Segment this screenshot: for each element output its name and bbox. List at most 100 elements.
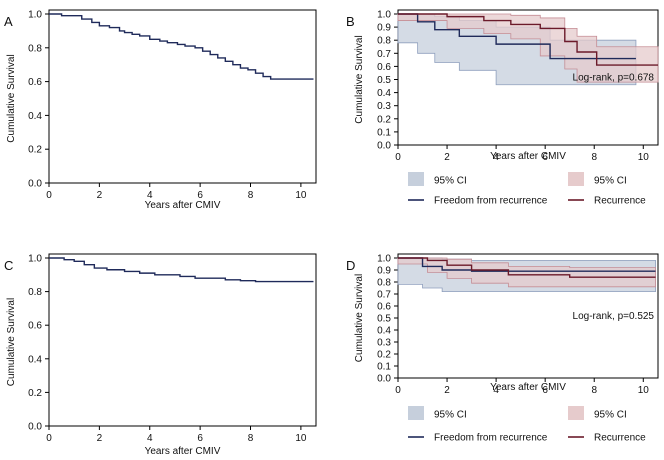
y-tick-label: 0.8 <box>377 36 391 47</box>
y-tick-label: 0.8 <box>28 287 42 298</box>
y-tick-label: 0.6 <box>377 302 391 313</box>
y-tick-label: 0.0 <box>377 141 391 152</box>
y-tick-label: 0.2 <box>28 388 42 399</box>
x-axis-title: Years after CMIV <box>490 382 566 393</box>
legend-swatch <box>568 406 584 420</box>
legend-label: 95% CI <box>434 410 467 421</box>
panel-label: C <box>4 258 13 273</box>
legend: 95% CI 95% CI Freedom from recurrence Recur… <box>408 172 646 207</box>
panel-c: C 0.0 0.2 0.4 0.6 0.8 1.0 0 2 4 6 8 10 Years after CM… <box>4 253 317 457</box>
x-tick-label: 0 <box>46 190 52 201</box>
x-tick-label: 4 <box>147 433 153 444</box>
x-tick-label: 0 <box>395 385 401 396</box>
x-tick-label: 2 <box>444 385 450 396</box>
x-tick-label: 8 <box>248 190 254 201</box>
panel-label: B <box>346 14 355 29</box>
x-tick-label: 6 <box>542 385 548 396</box>
y-tick-label: 0.7 <box>377 290 391 301</box>
x-tick-label: 4 <box>493 152 499 163</box>
legend-label: Recurrence <box>594 196 646 207</box>
x-tick-label: 0 <box>46 433 52 444</box>
plot-area <box>48 253 317 427</box>
y-axis-title: Cumulative Survival <box>6 54 17 142</box>
y-tick-label: 0.2 <box>377 114 391 125</box>
x-tick-label: 8 <box>248 433 254 444</box>
survival-curve <box>49 257 314 283</box>
y-tick-label: 1.0 <box>377 254 391 265</box>
y-axis-title: Cumulative Survival <box>354 274 365 362</box>
y-tick-label: 0.6 <box>28 77 42 88</box>
y-tick-label: 0.1 <box>377 127 391 138</box>
legend: 95% CI 95% CI Freedom from recurrence Recur… <box>408 406 646 444</box>
x-tick-label: 8 <box>591 152 597 163</box>
y-axis-title: Cumulative Survival <box>354 35 365 123</box>
panel-label: D <box>346 258 355 273</box>
legend-label: Freedom from recurrence <box>434 196 548 207</box>
y-tick-label: 1.0 <box>377 10 391 21</box>
y-tick-label: 0.4 <box>28 354 42 365</box>
legend-label: 95% CI <box>434 176 467 187</box>
x-tick-label: 6 <box>197 433 203 444</box>
logrank-annotation: Log-rank, p=0.678 <box>573 72 655 83</box>
y-tick-label: 1.0 <box>28 10 42 21</box>
panel-d: D 0.00.10.20.30.40.50.60.70.80.91.0 0 2 4 6 8 1… <box>346 253 659 444</box>
x-tick-label: 2 <box>97 190 103 201</box>
survival-curve <box>398 13 658 66</box>
y-tick-label: 0.9 <box>377 23 391 34</box>
ci-band <box>397 13 659 83</box>
legend-label: 95% CI <box>594 176 627 187</box>
survival-curve <box>398 13 636 60</box>
y-tick-label: 0.7 <box>377 49 391 60</box>
x-tick-label: 2 <box>444 152 450 163</box>
survival-curve <box>398 257 656 278</box>
y-tick-label: 0.5 <box>377 75 391 86</box>
y-tick-label: 0.3 <box>377 101 391 112</box>
y-tick-label: 0.4 <box>377 88 391 99</box>
plot-area <box>48 9 317 184</box>
legend-label: Recurrence <box>594 433 646 444</box>
legend-swatch <box>408 172 424 186</box>
y-tick-label: 0.8 <box>28 43 42 54</box>
survival-curve <box>49 13 314 80</box>
panel-b: B 0.0 0.1 0.2 0.3 0.4 0.5 0.6 0.7 0.8 0.9 1.0 0 2 4 6 8 1… <box>346 9 659 207</box>
y-tick-label: 0.4 <box>28 111 42 122</box>
y-tick-label: 0.6 <box>377 62 391 73</box>
x-tick-label: 4 <box>493 385 499 396</box>
x-axis-title: Years after CMIV <box>145 446 221 457</box>
survival-curve <box>398 257 656 272</box>
legend-swatch <box>568 172 584 186</box>
y-tick-label: 0.5 <box>377 314 391 325</box>
x-tick-label: 8 <box>591 385 597 396</box>
y-tick-label: 0.1 <box>377 362 391 373</box>
x-axis-title: Years after CMIV <box>490 151 566 162</box>
y-tick-label: 1.0 <box>28 254 42 265</box>
x-tick-label: 6 <box>542 152 548 163</box>
legend-swatch <box>408 406 424 420</box>
x-tick-label: 10 <box>638 152 650 163</box>
legend-label: 95% CI <box>594 410 627 421</box>
x-axis-title: Years after CMIV <box>145 200 221 211</box>
logrank-annotation: Log-rank, p=0.525 <box>573 311 655 322</box>
y-tick-label: 0.9 <box>377 266 391 277</box>
y-tick-label: 0.2 <box>377 350 391 361</box>
x-tick-label: 10 <box>295 433 307 444</box>
x-tick-label: 0 <box>395 152 401 163</box>
x-tick-label: 6 <box>197 190 203 201</box>
y-axis-title: Cumulative Survival <box>6 298 17 386</box>
y-tick-label: 0.0 <box>28 179 42 190</box>
y-tick-label: 0.0 <box>28 422 42 433</box>
x-tick-label: 10 <box>638 385 650 396</box>
x-tick-label: 2 <box>97 433 103 444</box>
panel-a: A 0.0 0.2 0.4 0.6 0.8 1.0 0 2 4 6 8 10 Years after CM… <box>4 9 317 211</box>
y-tick-label: 0.3 <box>377 338 391 349</box>
y-tick-label: 0.8 <box>377 278 391 289</box>
y-tick-label: 0.4 <box>377 326 391 337</box>
y-tick-label: 0.0 <box>377 374 391 385</box>
x-tick-label: 4 <box>147 190 153 201</box>
panel-label: A <box>4 14 13 29</box>
y-tick-label: 0.6 <box>28 321 42 332</box>
y-tick-label: 0.2 <box>28 145 42 156</box>
x-tick-label: 10 <box>295 190 307 201</box>
legend-label: Freedom from recurrence <box>434 433 548 444</box>
